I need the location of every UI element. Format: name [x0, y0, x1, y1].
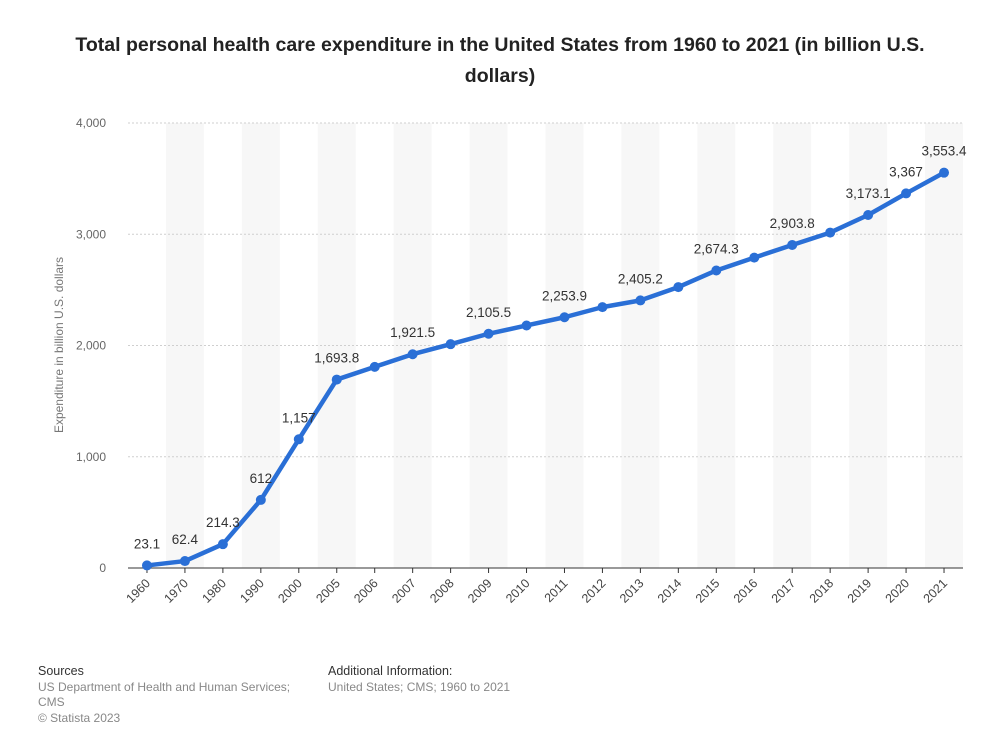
data-point [597, 302, 608, 313]
additional-info-text: United States; CMS; 1960 to 2021 [328, 679, 511, 694]
sources-line[interactable]: CMS [38, 695, 65, 709]
y-tick-label: 0 [99, 561, 106, 575]
series-line [144, 170, 947, 568]
data-label: 612 [250, 471, 273, 486]
data-label: 3,367 [889, 164, 923, 179]
x-tick-label: 2018 [807, 576, 837, 606]
x-tick-label: 2019 [845, 576, 875, 606]
x-tick-label: 2011 [542, 576, 571, 605]
y-tick-label: 1,000 [76, 450, 106, 464]
x-tick-label: 2017 [769, 576, 799, 606]
y-tick-label: 2,000 [76, 339, 106, 353]
data-label: 2,405.2 [618, 271, 663, 286]
data-label: 2,903.8 [770, 216, 815, 231]
data-point [293, 434, 304, 445]
copyright-text: © Statista 2023 [38, 710, 121, 725]
x-tick-label: 2016 [731, 576, 761, 606]
x-tick-label: 2012 [579, 576, 609, 606]
x-tick-label: 2005 [313, 576, 343, 606]
data-point [863, 209, 874, 220]
data-label: 1,921.5 [390, 325, 435, 340]
x-tick-label: 1990 [237, 576, 267, 606]
data-point [787, 239, 798, 250]
additional-info-block: Additional Information: United States; C… [328, 664, 628, 695]
data-label: 3,173.1 [846, 186, 891, 201]
data-point [635, 295, 646, 306]
x-tick-label: 1960 [124, 576, 154, 606]
x-tick-label: 2021 [921, 576, 951, 606]
sources-line[interactable]: US Department of Health and Human Servic… [38, 679, 291, 694]
x-tick-label: 1970 [161, 576, 191, 606]
data-point [141, 560, 152, 571]
data-point [445, 339, 456, 350]
data-label: 3,553.4 [921, 144, 967, 159]
data-label: 2,105.5 [466, 305, 511, 320]
chart-title: Total personal health care expenditure i… [75, 34, 925, 87]
data-point [407, 349, 418, 360]
x-tick-label: 2013 [617, 576, 647, 606]
x-tick-label: 2015 [693, 576, 723, 606]
data-point [255, 494, 266, 505]
data-point [939, 167, 950, 178]
sources-heading: Sources [38, 664, 84, 678]
x-tick-label: 1980 [199, 576, 229, 606]
data-label: 23.1 [134, 536, 160, 551]
data-point [559, 312, 570, 323]
data-point [825, 227, 836, 238]
x-tick-label: 2006 [351, 576, 381, 606]
line-chart: 0 1,000 2,000 3,000 4,000 1960 1970 1980 1990 200… [76, 116, 967, 606]
x-tick-label: 2008 [427, 576, 457, 606]
data-point [483, 328, 494, 339]
data-point [901, 188, 912, 199]
data-point [749, 252, 760, 263]
data-point [711, 265, 722, 276]
data-point [217, 539, 228, 550]
x-tick-label: 2009 [465, 576, 495, 606]
data-point [673, 282, 684, 293]
data-label: 1,157 [282, 410, 316, 425]
data-label: 2,674.3 [694, 241, 739, 256]
y-tick-label: 4,000 [76, 116, 106, 130]
data-label: 1,693.8 [314, 351, 359, 366]
sources-block: Sources US Department of Health and Huma… [38, 664, 308, 726]
data-point [331, 374, 342, 385]
data-point [179, 556, 190, 567]
data-point [521, 320, 532, 331]
additional-info-heading: Additional Information: [328, 664, 453, 678]
x-tick-label: 2007 [389, 576, 419, 606]
y-axis-label: Expenditure in billion U.S. dollars [52, 256, 66, 434]
x-tick-label: 2014 [655, 576, 685, 606]
x-tick-label: 2000 [275, 576, 305, 606]
data-label: 62.4 [172, 532, 199, 547]
data-label: 2,253.9 [542, 288, 587, 303]
data-label: 214.3 [206, 515, 240, 530]
x-tick-label: 2020 [883, 576, 913, 606]
data-point [369, 361, 380, 372]
y-tick-label: 3,000 [76, 227, 106, 241]
x-tick-label: 2010 [503, 576, 533, 606]
